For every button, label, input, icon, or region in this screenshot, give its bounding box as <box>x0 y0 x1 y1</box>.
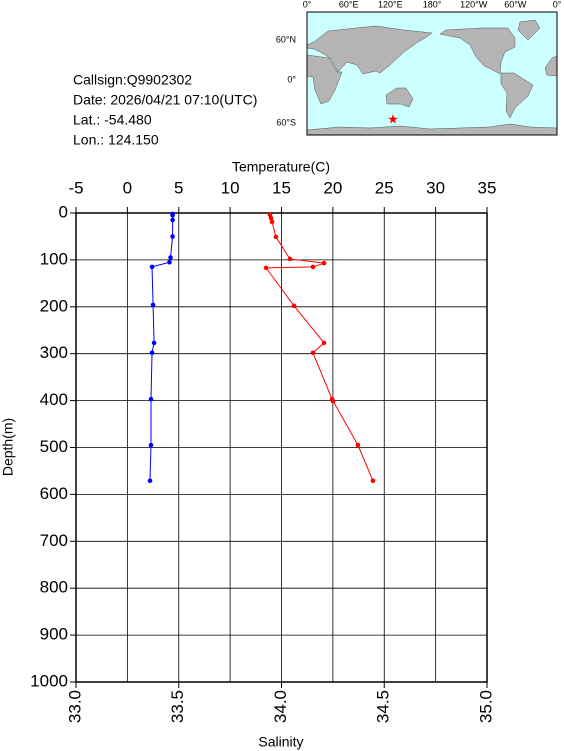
x-tick-label: -5 <box>68 178 83 197</box>
profile-point <box>355 442 361 448</box>
land <box>544 55 557 77</box>
map-lon-label: 60°E <box>339 0 359 9</box>
y-tick-label: 800 <box>40 578 68 597</box>
y-tick-label: 100 <box>40 249 68 268</box>
map-lat-label: 0° <box>287 74 296 84</box>
y-tick-label: 500 <box>40 437 68 456</box>
x-tick-label: 30 <box>426 178 445 197</box>
profile-point <box>321 340 327 346</box>
profile-point <box>149 264 155 270</box>
profile-point <box>151 340 157 346</box>
profile-point <box>268 215 274 221</box>
land <box>500 72 534 119</box>
land <box>307 123 557 135</box>
profile-point <box>147 478 153 484</box>
lon: Lon.: 124.150 <box>73 132 159 148</box>
profile-point <box>168 255 173 260</box>
y-tick-label: 400 <box>40 390 68 409</box>
x-tick-label: 25 <box>375 178 394 197</box>
x2-tick-label: 34.5 <box>374 690 393 723</box>
map: ★ <box>306 11 558 136</box>
profile-point <box>321 260 327 266</box>
station-star: ★ <box>387 111 399 126</box>
plot-frame <box>75 212 488 683</box>
profile-point <box>150 302 156 308</box>
y-tick-label: 600 <box>40 484 68 503</box>
profile-line <box>149 213 174 481</box>
y-tick-label: 1000 <box>30 671 68 690</box>
x2-axis-label: Salinity <box>258 734 303 750</box>
profile-point <box>263 265 269 271</box>
y-tick-label: 200 <box>40 296 68 315</box>
map-lon-label: 120°E <box>378 0 403 9</box>
land <box>385 87 414 108</box>
map-lon-label: 0° <box>553 0 562 9</box>
y-tick-label: 700 <box>40 531 68 550</box>
y-tick-label: 300 <box>40 343 68 362</box>
profile-point <box>310 264 316 270</box>
profile-point <box>370 478 376 484</box>
x2-tick-label: 33.0 <box>65 690 84 723</box>
x-tick-label: 20 <box>323 178 342 197</box>
y-axis-label: Depth(m) <box>0 418 16 476</box>
info: Callsign:Q9902302 Date: 2026/04/21 07:10… <box>73 72 257 148</box>
map-lon-label: 120°W <box>460 0 488 9</box>
x2-tick-label: 33.5 <box>168 690 187 723</box>
profile-point <box>170 234 175 239</box>
map-lat-label: 60°S <box>276 117 296 127</box>
map-lon-label: 180° <box>423 0 442 9</box>
y-tick-label: 0 <box>59 202 68 221</box>
profile-point <box>310 350 316 356</box>
profile-point <box>148 442 154 448</box>
x-tick-label: 0 <box>123 178 132 197</box>
land <box>307 54 343 105</box>
profile-point <box>170 217 175 223</box>
profile-point <box>291 303 297 309</box>
x-tick-label: 35 <box>478 178 497 197</box>
profile-point <box>269 219 275 225</box>
x2-tick-label: 34.0 <box>271 690 290 723</box>
land <box>307 25 433 75</box>
map-lon-label: 0° <box>303 0 312 9</box>
map-lat-label: 60°N <box>276 34 296 44</box>
profile-line <box>265 214 374 481</box>
profile-point <box>148 396 154 402</box>
lat: Lat.: -54.480 <box>73 112 152 128</box>
date: Date: 2026/04/21 07:10(UTC) <box>73 92 257 108</box>
y-tick-label: 900 <box>40 625 68 644</box>
x-axis-label: Temperature(C) <box>232 159 330 175</box>
profile-point <box>273 234 279 240</box>
map-lon-label: 60°W <box>504 0 527 9</box>
x-tick-label: 15 <box>272 178 291 197</box>
profile-point <box>167 259 172 265</box>
profile-point <box>330 398 336 404</box>
x-tick-label: 10 <box>221 178 240 197</box>
callsign: Callsign:Q9902302 <box>73 72 192 88</box>
profile-point <box>287 256 293 262</box>
land <box>517 19 541 41</box>
profile-point <box>149 350 155 356</box>
map-frame <box>306 11 558 136</box>
profile-point <box>170 213 175 218</box>
x-tick-label: 5 <box>174 178 183 197</box>
x2-tick-label: 35.0 <box>476 690 495 723</box>
land <box>439 27 516 75</box>
